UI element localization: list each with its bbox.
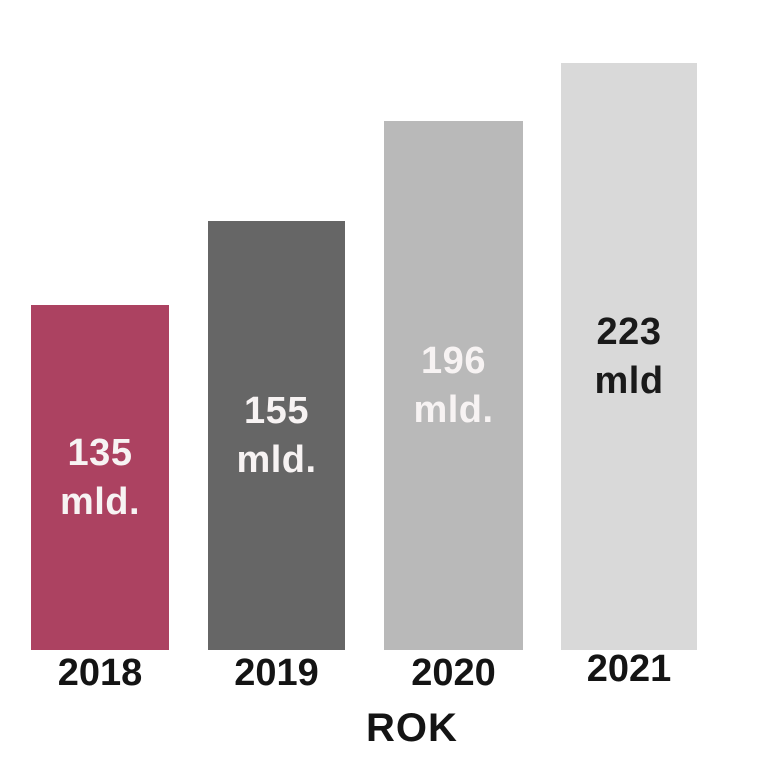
bar-2020: 196 mld. xyxy=(384,121,523,650)
bar-2020-value: 196 xyxy=(421,339,486,382)
x-tick-2020: 2020 xyxy=(411,652,496,694)
bar-2019-unit: mld. xyxy=(236,438,317,481)
bar-2020-unit: mld. xyxy=(413,388,494,431)
bar-2021-value: 223 xyxy=(596,310,662,353)
bar-2019: 155 mld. xyxy=(208,221,345,650)
bar-2018-unit: mld. xyxy=(59,480,141,523)
bar-2020-label: 196 mld. xyxy=(413,337,493,435)
bar-2021: 223 mld xyxy=(561,63,697,650)
bar-2019-value: 155 xyxy=(244,389,309,432)
bar-2019-label: 155 mld. xyxy=(236,387,316,485)
bar-2018-value: 135 xyxy=(67,431,133,474)
bar-2021-label: 223 mld xyxy=(594,308,663,406)
bar-2018-label: 135 mld. xyxy=(60,429,140,527)
x-tick-2021: 2021 xyxy=(586,648,672,690)
x-axis-label: ROK xyxy=(366,706,458,750)
bar-2021-unit: mld xyxy=(594,359,664,402)
x-tick-2018: 2018 xyxy=(57,652,143,694)
bar-2018: 135 mld. xyxy=(31,305,169,650)
x-tick-2019: 2019 xyxy=(234,652,319,694)
